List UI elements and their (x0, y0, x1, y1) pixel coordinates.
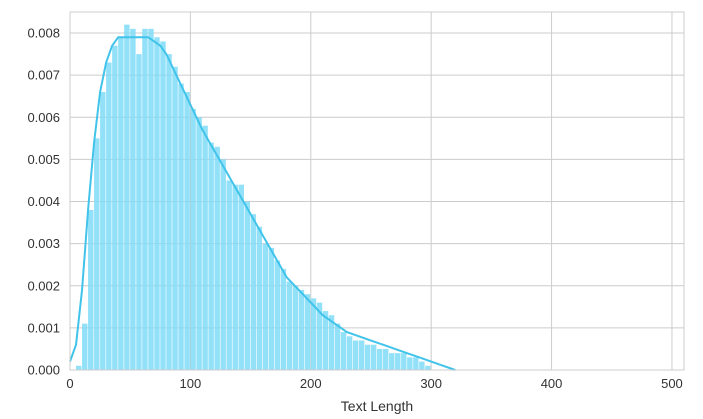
histogram-bar (364, 344, 371, 370)
histogram-bar (160, 41, 166, 370)
kde-curve-layer (69, 36, 456, 371)
histogram-bar (184, 92, 190, 370)
histogram-bar (352, 340, 359, 370)
histogram-bar (425, 365, 431, 370)
histogram-bar (202, 125, 208, 370)
histogram-bar (370, 344, 377, 370)
histogram-bar (232, 184, 238, 370)
histogram-bar (166, 54, 172, 370)
histogram-bar (208, 142, 214, 370)
y-tick-label: 0.006 (27, 110, 60, 125)
histogram-bar (142, 28, 148, 371)
histogram-bar (286, 281, 293, 370)
y-tick-label: 0.008 (27, 26, 60, 41)
histogram-bar (304, 294, 311, 370)
histogram-bar (298, 289, 305, 370)
histogram-bar (401, 353, 407, 370)
histogram-bar (226, 180, 232, 370)
histogram-bar (292, 285, 299, 370)
histogram-bar (112, 45, 118, 370)
histogram-bar (413, 357, 419, 370)
x-axis-ticks: 0 100 200 300 400 500 (66, 376, 682, 391)
histogram-bar (310, 298, 317, 370)
histogram-bar (407, 357, 413, 370)
histogram-bar (250, 214, 257, 370)
histogram-bar (262, 243, 269, 370)
y-axis-ticks: 0.000 0.001 0.002 0.003 0.004 0.005 0.006 0.007… (27, 26, 60, 378)
y-tick-label: 0.007 (27, 68, 60, 83)
histogram-bar (172, 66, 178, 371)
histogram-bar (106, 62, 112, 371)
histogram-bar (178, 83, 184, 370)
histogram-bar (82, 323, 88, 370)
histogram-bar (220, 159, 226, 370)
x-tick-label: 0 (66, 376, 73, 391)
plot-frame (69, 11, 685, 371)
histogram-bar (148, 28, 154, 371)
histogram-bar (76, 365, 82, 370)
histogram-bar (118, 37, 124, 370)
histogram-bar (256, 226, 263, 370)
x-tick-label: 400 (541, 376, 563, 391)
histogram-bar (340, 332, 347, 370)
histogram-bar (154, 37, 160, 370)
x-axis-label: Text Length (341, 398, 413, 414)
y-tick-label: 0.000 (27, 363, 60, 378)
histogram-bar (88, 209, 94, 370)
x-tick-label: 500 (661, 376, 683, 391)
histogram-bar (196, 117, 202, 370)
histogram-bar (268, 247, 275, 370)
histogram-bar (419, 361, 425, 370)
histogram-bar (377, 348, 383, 370)
histogram-bar (389, 353, 395, 370)
y-tick-label: 0.004 (27, 194, 60, 209)
histogram-bar (358, 340, 365, 370)
histogram-bar (274, 260, 281, 370)
histogram-bar (100, 92, 106, 370)
histogram-bar (328, 315, 335, 370)
histogram-bar (346, 336, 353, 370)
histogram-bar (316, 302, 323, 370)
histogram-bar (280, 268, 287, 370)
histogram-bar (334, 323, 341, 370)
y-tick-label: 0.005 (27, 152, 60, 167)
y-tick-label: 0.002 (27, 278, 60, 293)
y-tick-label: 0.001 (27, 320, 60, 335)
histogram-bar (244, 201, 250, 370)
histogram-bar (383, 348, 389, 370)
x-tick-label: 300 (420, 376, 442, 391)
x-tick-label: 200 (300, 376, 322, 391)
y-tick-label: 0.003 (27, 236, 60, 251)
histogram-bar (130, 28, 136, 371)
histogram-bars (76, 24, 431, 371)
histogram-bar (124, 24, 130, 371)
histogram-bar (136, 54, 142, 370)
histogram-bar (395, 353, 401, 370)
histogram-bar (238, 184, 244, 370)
histogram-bar (322, 311, 329, 370)
histogram-bar (94, 138, 100, 370)
histogram-bar (190, 108, 196, 370)
kde-line (69, 36, 456, 371)
histogram-bar (214, 146, 220, 370)
x-tick-label: 100 (180, 376, 202, 391)
